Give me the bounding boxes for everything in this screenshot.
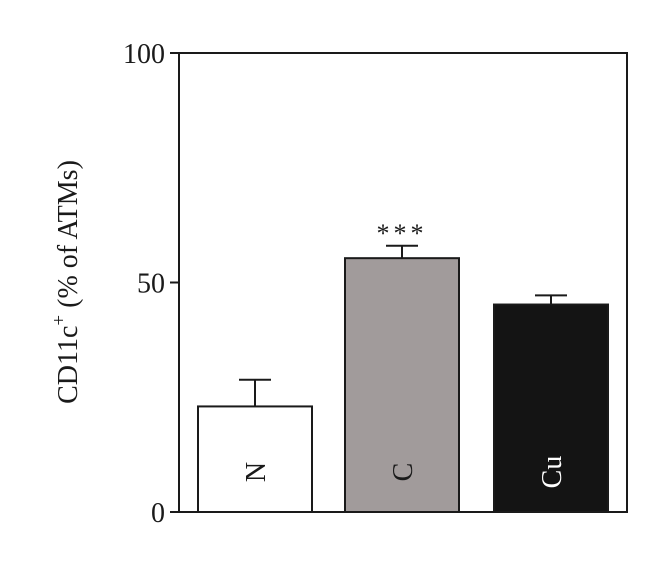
bar (197, 405, 313, 513)
bar-group-cu: Cu (493, 294, 609, 514)
y-axis-label: CD11c+ (% of ATMs) (49, 160, 84, 404)
bar-category-label: N (241, 462, 272, 482)
bar-category-label: Cu (537, 456, 568, 489)
bar-category-label: C (388, 463, 419, 482)
significance-marker: *** (377, 219, 428, 248)
bar (493, 303, 609, 514)
bar (344, 257, 460, 513)
y-axis: 0 50 100 (123, 39, 179, 529)
y-axis-label-main: CD11c (53, 326, 84, 404)
y-tick-label: 100 (123, 39, 165, 70)
y-axis-label-rest: (% of ATMs) (53, 160, 84, 315)
bars: N C *** Cu (197, 219, 609, 514)
y-tick-label: 50 (137, 269, 165, 300)
bar-group-n: N (197, 378, 313, 513)
bar-group-c: C *** (344, 219, 460, 513)
y-tick-label: 0 (151, 498, 165, 529)
y-axis-label-superscript: + (49, 315, 70, 326)
